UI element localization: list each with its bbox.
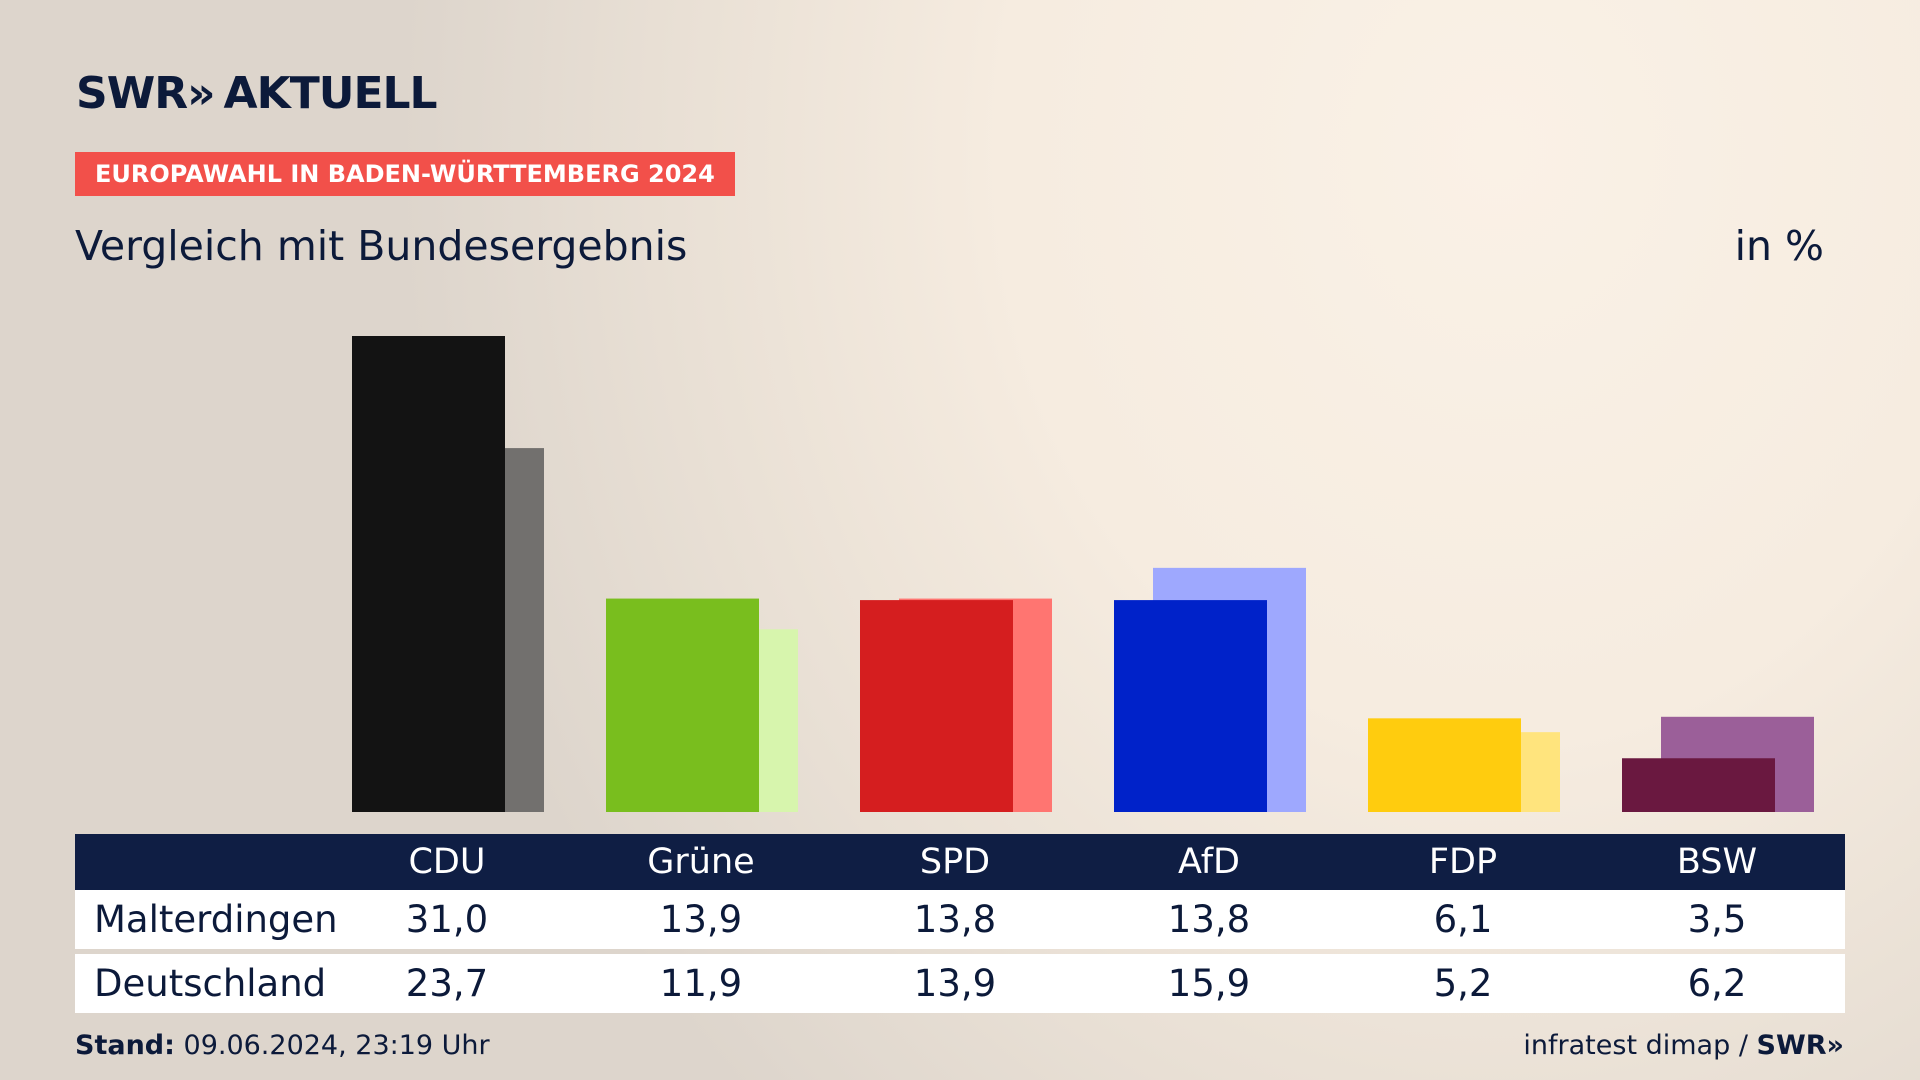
table-row: Deutschland 23,7 11,9 13,9 15,9 5,2 6,2 [75, 954, 1845, 1013]
row-label: Deutschland [94, 962, 327, 1005]
column-header: AfD [1178, 842, 1240, 882]
table-cell: 13,9 [913, 962, 997, 1005]
table-cell: 13,9 [659, 898, 743, 941]
swr-small-logo: SWR» [1756, 1030, 1844, 1061]
table-cell: 5,2 [1433, 962, 1493, 1005]
row-label: Malterdingen [94, 898, 338, 941]
bar-grne-malterdingen [606, 598, 759, 812]
column-header: SPD [919, 842, 991, 882]
table-cell: 13,8 [913, 898, 997, 941]
table-cell: 3,5 [1687, 898, 1747, 941]
bar-fdp-malterdingen [1368, 718, 1521, 812]
swr-aktuell-logo: SWR» AKTUELL [76, 68, 438, 119]
table-cell: 13,8 [1167, 898, 1251, 941]
column-header: BSW [1676, 842, 1758, 882]
table-cell: 6,1 [1433, 898, 1493, 941]
bar-afd-malterdingen [1114, 600, 1267, 812]
table-cell: 11,9 [659, 962, 743, 1005]
source-text: infratest dimap / [1523, 1030, 1748, 1061]
source-credit: infratest dimap / SWR» [1523, 1030, 1844, 1061]
timestamp: Stand: 09.06.2024, 23:19 Uhr [75, 1030, 490, 1061]
election-tag: EUROPAWAHL IN BADEN-WÜRTTEMBERG 2024 [75, 152, 735, 196]
unit-label: in % [1734, 222, 1824, 270]
table-row: Malterdingen 31,0 13,9 13,8 13,8 6,1 3,5 [75, 890, 1845, 949]
bar-bsw-malterdingen [1622, 758, 1775, 812]
logo-text: SWR [76, 68, 188, 119]
table-cell: 15,9 [1167, 962, 1251, 1005]
table-cell: 31,0 [405, 898, 489, 941]
column-header: FDP [1428, 842, 1498, 882]
stand-value: 09.06.2024, 23:19 Uhr [183, 1030, 490, 1061]
results-table: CDU Grüne SPD AfD FDP BSW Malterdingen 31,0 13… [75, 834, 1845, 1013]
chart-subtitle: Vergleich mit Bundesergebnis [75, 222, 688, 270]
stand-label: Stand: [75, 1030, 175, 1061]
table-cell: 6,2 [1687, 962, 1747, 1005]
logo-suffix: AKTUELL [223, 68, 438, 119]
bar-spd-malterdingen [860, 600, 1013, 812]
table-header: CDU Grüne SPD AfD FDP BSW [75, 834, 1845, 890]
bar-cdu-malterdingen [352, 336, 505, 812]
table-cell: 23,7 [405, 962, 489, 1005]
column-header: Grüne [647, 842, 755, 882]
column-header: CDU [408, 842, 486, 882]
